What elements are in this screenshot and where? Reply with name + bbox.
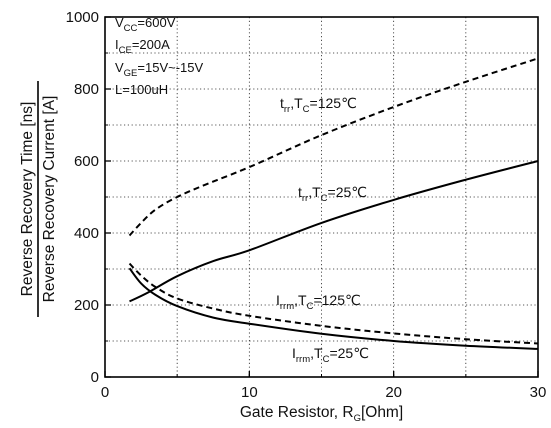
y-tick-label: 800 xyxy=(74,81,99,98)
y-tick-label: 0 xyxy=(91,369,99,386)
trr-25c-label: trr,TC=25℃ xyxy=(298,184,367,204)
y-axis-title-top: Reverse Recovery Time [ns] xyxy=(19,102,36,297)
irrm-125c-curve xyxy=(128,262,539,345)
y-tick-label: 1000 xyxy=(66,9,99,26)
irrm-25c-curve xyxy=(128,267,539,350)
x-tick-label: 30 xyxy=(530,384,547,401)
x-tick-label: 20 xyxy=(385,384,402,401)
y-tick-label: 400 xyxy=(74,225,99,242)
label-layer: 0 10 20 30 0 200 400 600 800 1000 Gate Resistor, R… xyxy=(19,9,547,424)
irrm-125c-label: Irrm,TC=125℃ xyxy=(276,292,361,312)
condition-label: VCC=600V xyxy=(115,15,176,34)
y-tick-label: 200 xyxy=(74,297,99,314)
series-layer xyxy=(128,57,539,350)
x-axis-title: Gate Resistor, RG[Ohm] xyxy=(240,404,403,423)
y-axis-title: Reverse Recovery Time [ns] Reverse Recove… xyxy=(19,81,58,317)
y-axis-title-bottom: Reverse Recovery Current [A] xyxy=(41,96,58,303)
trr-125c-curve xyxy=(128,57,539,237)
condition-label: L=100uH xyxy=(115,82,168,97)
irrm-25c-label: Irrm,TC=25℃ xyxy=(292,345,369,365)
trr-125c-label: trr,TC=125℃ xyxy=(280,95,357,115)
condition-label: VGE=15V~-15V xyxy=(115,60,204,79)
y-tick-label: 600 xyxy=(74,153,99,170)
condition-label: ICE=200A xyxy=(115,37,170,56)
x-tick-label: 10 xyxy=(241,384,258,401)
trr-25c-curve xyxy=(129,160,539,303)
x-tick-label: 0 xyxy=(101,384,109,401)
tick-layer xyxy=(104,16,539,378)
